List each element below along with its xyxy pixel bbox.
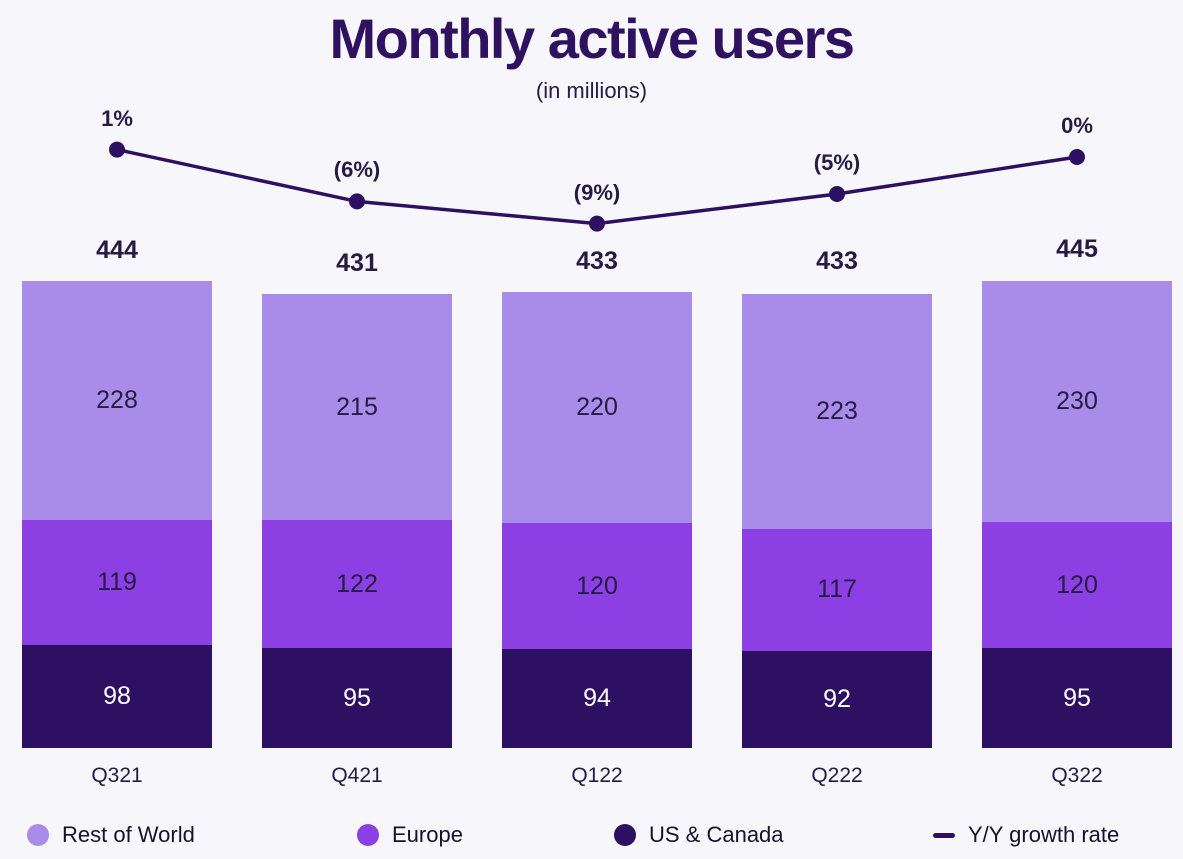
- bar-segment-rest-of-world-q321: 228: [22, 280, 212, 521]
- x-axis-label-q122: Q122: [571, 764, 623, 787]
- growth-label-q122: (9%): [573, 179, 621, 205]
- legend-item-rest-of-world: Rest of World: [27, 822, 195, 848]
- bar-value-label: 228: [96, 385, 138, 414]
- bar-total-q122: 433: [576, 247, 618, 276]
- legend-label: Europe: [392, 822, 463, 847]
- bar-segment-us-canada-q322: 95: [982, 648, 1172, 748]
- bar-value-label: 122: [336, 569, 378, 598]
- bar-value-label: 119: [97, 568, 137, 597]
- growth-point-q421: [349, 193, 365, 210]
- bar-segment-europe-q222: 117: [742, 528, 932, 652]
- legend-dot-icon: [27, 824, 49, 846]
- bar-value-label: 220: [576, 393, 618, 422]
- bar-segment-europe-q321: 119: [22, 520, 212, 646]
- legend-label: Y/Y growth rate: [968, 822, 1120, 847]
- chart-subtitle: (in millions): [535, 78, 648, 103]
- bar-segment-rest-of-world-q222: 223: [742, 294, 932, 529]
- bar-value-label: 94: [583, 684, 611, 713]
- x-axis-label-q322: Q322: [1051, 764, 1103, 787]
- growth-point-q222: [829, 186, 845, 202]
- bar-value-label: 120: [576, 571, 618, 600]
- legend-label: Rest of World: [62, 822, 195, 847]
- legend-dash-icon: [933, 832, 955, 838]
- bar-segment-us-canada-q421: 95: [262, 648, 452, 748]
- legend-dot-icon: [357, 824, 379, 846]
- bar-total-q322: 445: [1056, 234, 1098, 263]
- bar-value-label: 223: [816, 396, 858, 425]
- chart-title: Monthly active users: [329, 7, 855, 70]
- growth-point-q322: [1069, 149, 1085, 165]
- legend-dot-icon: [614, 824, 636, 846]
- bar-segment-us-canada-q122: 94: [502, 649, 692, 748]
- growth-label-q421: (6%): [333, 157, 381, 183]
- legend-item-y-y-growth-rate: Y/Y growth rate: [933, 822, 1119, 848]
- bar-segment-rest-of-world-q322: 230: [982, 280, 1172, 523]
- bar-segment-rest-of-world-q122: 220: [502, 292, 692, 524]
- bar-value-label: 92: [823, 685, 851, 714]
- bar-value-label: 120: [1056, 570, 1098, 599]
- legend-item-europe: Europe: [357, 822, 463, 848]
- bar-value-label: 230: [1056, 387, 1098, 415]
- bar-total-q222: 433: [816, 247, 858, 276]
- x-axis-label-q321: Q321: [91, 764, 143, 787]
- x-axis-label-q222: Q222: [811, 764, 863, 787]
- bar-segment-europe-q421: 122: [262, 520, 452, 649]
- bar-segment-europe-q122: 120: [502, 523, 692, 650]
- x-axis-label-q421: Q421: [331, 764, 383, 787]
- growth-point-q321: [109, 141, 125, 158]
- bar-total-q321: 444: [96, 235, 138, 264]
- bar-value-label: 117: [817, 575, 857, 604]
- bar-segment-us-canada-q222: 92: [742, 651, 932, 748]
- bar-value-label: 98: [103, 682, 131, 711]
- bar-value-label: 95: [343, 683, 371, 712]
- bar-segment-us-canada-q321: 98: [22, 645, 212, 748]
- bar-value-label: 215: [336, 392, 378, 421]
- bar-segment-europe-q322: 120: [982, 522, 1172, 649]
- growth-label-q322: 0%: [1061, 113, 1093, 138]
- legend-item-us-canada: US & Canada: [614, 822, 784, 848]
- growth-label-q321: 1%: [101, 105, 133, 131]
- bar-segment-rest-of-world-q421: 215: [262, 294, 452, 521]
- bar-value-label: 95: [1063, 683, 1091, 712]
- bar-total-q421: 431: [336, 249, 378, 278]
- legend-label: US & Canada: [649, 822, 784, 847]
- growth-label-q222: (5%): [813, 150, 861, 175]
- growth-point-q122: [589, 215, 605, 232]
